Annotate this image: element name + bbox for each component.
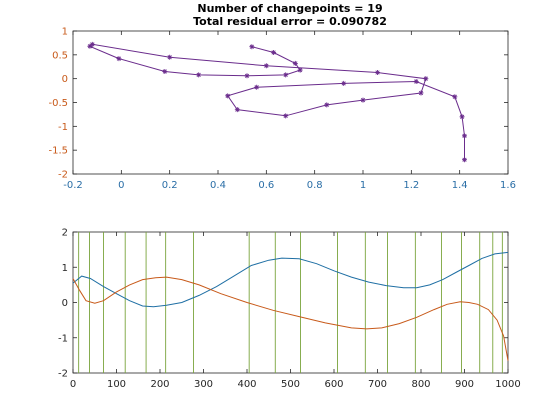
x-tick-label: 700 (368, 379, 387, 390)
data-point (341, 80, 347, 86)
top-axes-box (72, 30, 509, 175)
top-axes-ticks: -0.2 0 0.2 0.4 0.6 0.8 1 1.2 1.4 1.6 -2 -1.5 -1 -0.5 0… (48, 27, 515, 192)
data-point (452, 94, 458, 100)
data-point (375, 69, 380, 75)
data-point (249, 44, 255, 50)
data-point (271, 49, 277, 55)
x-tick-label: 0.8 (307, 180, 323, 191)
y-tick-label: -0.5 (48, 98, 68, 109)
y-tick-label: -2 (58, 170, 68, 181)
bottom-axes-box (72, 231, 509, 374)
data-point (413, 79, 419, 85)
data-point (297, 67, 303, 73)
x-tick-label: -0.2 (63, 180, 83, 191)
top-axes: -0.2 0 0.2 0.4 0.6 0.8 1 1.2 1.4 1.6 -2 -1.5 -1 -0.5 0… (48, 27, 515, 192)
y-tick-label: 1 (62, 263, 68, 274)
x-tick-label: 1.4 (452, 180, 468, 191)
y-tick-label: -1.5 (48, 146, 68, 157)
x-tick-label: 100 (107, 379, 126, 390)
x-tick-label: 1 (360, 180, 366, 191)
data-point (360, 97, 366, 103)
y-tick-label: 2 (62, 228, 68, 239)
x-tick-label: 1000 (495, 379, 520, 390)
data-point (167, 54, 173, 60)
x-tick-label: 0 (70, 379, 76, 390)
x-tick-label: 800 (411, 379, 430, 390)
data-point (87, 43, 93, 49)
changepoint-lines (78, 232, 503, 373)
x-tick-label: 400 (237, 379, 256, 390)
data-point (283, 113, 289, 119)
bottom-axes-ticks: 0 100 200 300 400 500 600 700 800 900 1000 -2 -1 0 1 2 (58, 228, 521, 391)
data-point (283, 72, 289, 78)
data-point (459, 114, 465, 120)
x-tick-label: 200 (150, 379, 169, 390)
y-tick-label: -1 (58, 122, 68, 133)
y-tick-label: 0 (62, 74, 68, 85)
data-point (162, 69, 168, 75)
data-point (423, 76, 429, 82)
data-point (244, 73, 250, 79)
chart-subtitle: Total residual error = 0.090782 (193, 15, 387, 28)
x-tick-label: 0.4 (210, 180, 226, 191)
x-tick-label: 300 (194, 379, 213, 390)
data-point (462, 157, 467, 163)
top-axes-data (87, 41, 467, 163)
data-point (324, 102, 330, 108)
y-tick-label: -1 (58, 333, 68, 344)
series-line-0 (88, 43, 465, 160)
bottom-axes: 0 100 200 300 400 500 600 700 800 900 1000 -2 -1 0 1 2 (58, 228, 521, 391)
x-tick-label: 500 (281, 379, 300, 390)
data-point (418, 90, 424, 96)
data-point (462, 133, 467, 139)
x-tick-label: 600 (324, 379, 343, 390)
x-tick-label: 1.2 (403, 180, 419, 191)
chart-title: Number of changepoints = 19 (197, 2, 382, 15)
data-point (116, 56, 122, 62)
series-line-0 (72, 251, 509, 308)
series-line-1 (72, 276, 509, 361)
data-point (292, 60, 298, 66)
y-tick-label: 0 (62, 298, 68, 309)
x-tick-label: 0.2 (162, 180, 178, 191)
data-point (234, 107, 240, 113)
data-point (89, 41, 95, 47)
x-tick-label: 900 (455, 379, 474, 390)
y-tick-label: 0.5 (52, 50, 68, 61)
x-tick-label: 0.6 (258, 180, 274, 191)
data-point (196, 72, 202, 78)
y-tick-label: 1 (62, 27, 68, 38)
data-point (225, 93, 231, 99)
y-tick-label: -2 (58, 369, 68, 380)
bottom-axes-data (72, 251, 509, 361)
data-point (254, 84, 260, 90)
x-tick-label: 1.6 (500, 180, 516, 191)
x-tick-label: 0 (118, 180, 124, 191)
data-point (263, 63, 269, 69)
